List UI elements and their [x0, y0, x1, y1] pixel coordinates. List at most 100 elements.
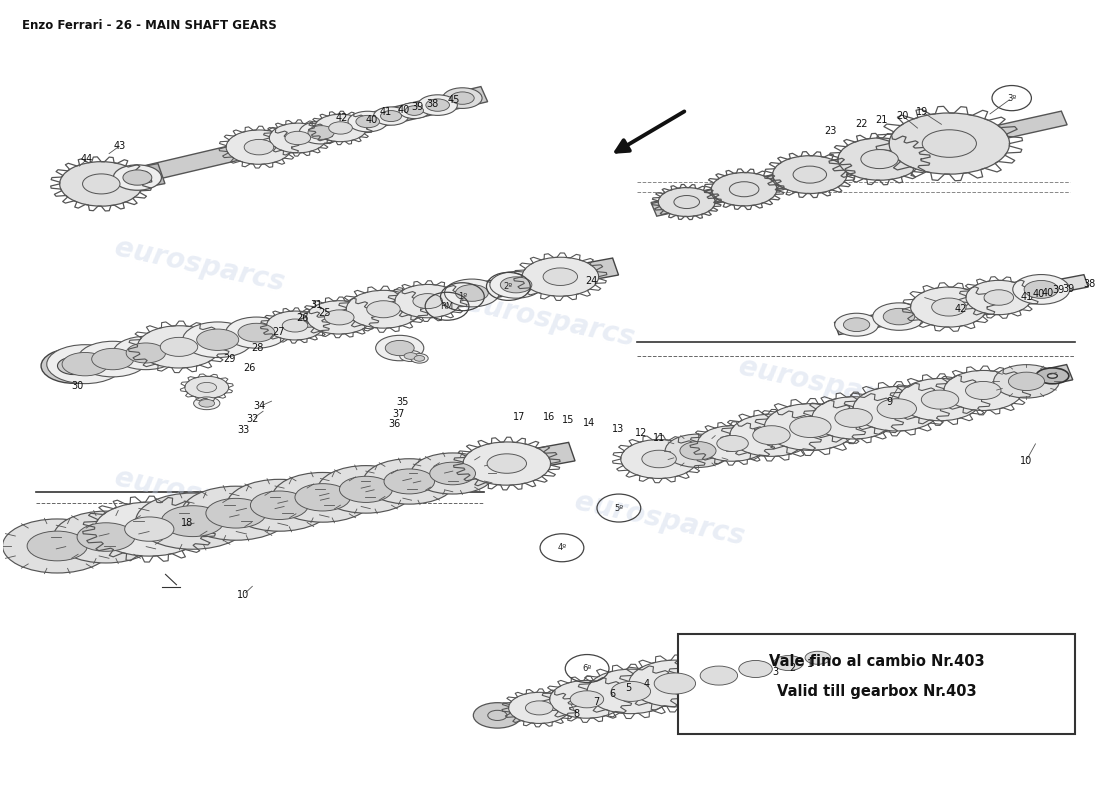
Polygon shape — [76, 163, 165, 198]
Text: 25: 25 — [318, 309, 331, 318]
Text: Valid till gearbox Nr.403: Valid till gearbox Nr.403 — [777, 685, 977, 699]
Ellipse shape — [805, 651, 830, 664]
Ellipse shape — [463, 442, 551, 485]
Ellipse shape — [238, 323, 275, 342]
Text: 39: 39 — [411, 102, 424, 112]
Text: 4º: 4º — [558, 543, 566, 552]
Ellipse shape — [162, 506, 224, 537]
Ellipse shape — [363, 458, 455, 504]
Text: 33: 33 — [238, 425, 250, 435]
Ellipse shape — [161, 338, 198, 356]
Ellipse shape — [411, 453, 494, 494]
Ellipse shape — [307, 301, 372, 334]
Ellipse shape — [348, 111, 387, 132]
Ellipse shape — [199, 399, 214, 407]
Ellipse shape — [641, 450, 676, 468]
Text: 43: 43 — [113, 141, 127, 150]
Ellipse shape — [701, 666, 738, 685]
Text: 2: 2 — [790, 662, 796, 673]
Text: 22: 22 — [856, 119, 868, 130]
Ellipse shape — [550, 681, 624, 718]
Polygon shape — [835, 274, 1088, 334]
Ellipse shape — [77, 522, 135, 551]
Ellipse shape — [395, 285, 461, 318]
Ellipse shape — [451, 92, 474, 104]
Ellipse shape — [852, 386, 940, 431]
Ellipse shape — [717, 435, 748, 451]
Text: 40: 40 — [1042, 288, 1054, 298]
Text: 1: 1 — [807, 658, 813, 669]
Ellipse shape — [356, 115, 380, 128]
Text: 5º: 5º — [614, 503, 624, 513]
Ellipse shape — [790, 417, 830, 438]
Ellipse shape — [54, 511, 158, 563]
Text: 30: 30 — [72, 381, 84, 390]
Ellipse shape — [658, 187, 715, 217]
Text: 20: 20 — [896, 110, 909, 121]
Ellipse shape — [756, 646, 822, 680]
Ellipse shape — [28, 531, 87, 561]
Text: 14: 14 — [583, 418, 595, 428]
Ellipse shape — [399, 102, 430, 118]
Ellipse shape — [113, 336, 178, 370]
Ellipse shape — [227, 130, 292, 164]
Text: 7: 7 — [593, 697, 600, 707]
Text: 42: 42 — [336, 113, 349, 123]
Ellipse shape — [266, 311, 323, 340]
Ellipse shape — [197, 329, 239, 350]
Ellipse shape — [966, 280, 1032, 314]
Ellipse shape — [376, 335, 424, 361]
Ellipse shape — [812, 397, 895, 439]
Ellipse shape — [629, 660, 720, 707]
Ellipse shape — [793, 166, 826, 183]
Text: eurosparcs: eurosparcs — [462, 289, 638, 352]
Ellipse shape — [1013, 274, 1069, 304]
Ellipse shape — [244, 139, 274, 155]
Text: 6º: 6º — [583, 664, 592, 673]
Ellipse shape — [889, 113, 1010, 174]
Ellipse shape — [324, 310, 354, 325]
Ellipse shape — [405, 106, 424, 115]
Ellipse shape — [678, 654, 760, 697]
Text: 35: 35 — [396, 397, 408, 406]
Ellipse shape — [487, 454, 527, 474]
Ellipse shape — [442, 88, 482, 109]
Ellipse shape — [62, 353, 108, 376]
Ellipse shape — [384, 469, 434, 494]
Ellipse shape — [697, 426, 768, 462]
Text: 40: 40 — [365, 114, 377, 125]
Ellipse shape — [712, 173, 777, 206]
Ellipse shape — [135, 493, 250, 550]
Text: 12: 12 — [635, 427, 647, 438]
Ellipse shape — [790, 643, 846, 672]
Ellipse shape — [1009, 372, 1045, 390]
Ellipse shape — [315, 114, 366, 142]
Ellipse shape — [410, 354, 428, 363]
Ellipse shape — [415, 355, 425, 362]
Ellipse shape — [412, 294, 442, 309]
Ellipse shape — [404, 353, 417, 359]
Text: eurosparcs: eurosparcs — [112, 234, 287, 297]
Ellipse shape — [426, 99, 450, 111]
Text: 34: 34 — [254, 402, 266, 411]
Text: 15: 15 — [562, 415, 574, 425]
Ellipse shape — [522, 258, 598, 296]
Text: 1º: 1º — [458, 292, 466, 302]
Ellipse shape — [185, 376, 229, 398]
Ellipse shape — [399, 350, 421, 362]
Ellipse shape — [883, 308, 915, 325]
Ellipse shape — [500, 277, 532, 293]
Ellipse shape — [1047, 374, 1057, 378]
Ellipse shape — [138, 326, 221, 368]
Text: 23: 23 — [824, 126, 836, 136]
Ellipse shape — [984, 290, 1013, 306]
Ellipse shape — [739, 661, 772, 678]
Ellipse shape — [295, 484, 350, 511]
Text: 17: 17 — [513, 412, 526, 422]
Text: 3: 3 — [772, 667, 779, 678]
Ellipse shape — [318, 466, 414, 513]
Ellipse shape — [418, 95, 458, 115]
Ellipse shape — [570, 691, 604, 708]
Ellipse shape — [666, 434, 730, 467]
Ellipse shape — [872, 303, 925, 330]
